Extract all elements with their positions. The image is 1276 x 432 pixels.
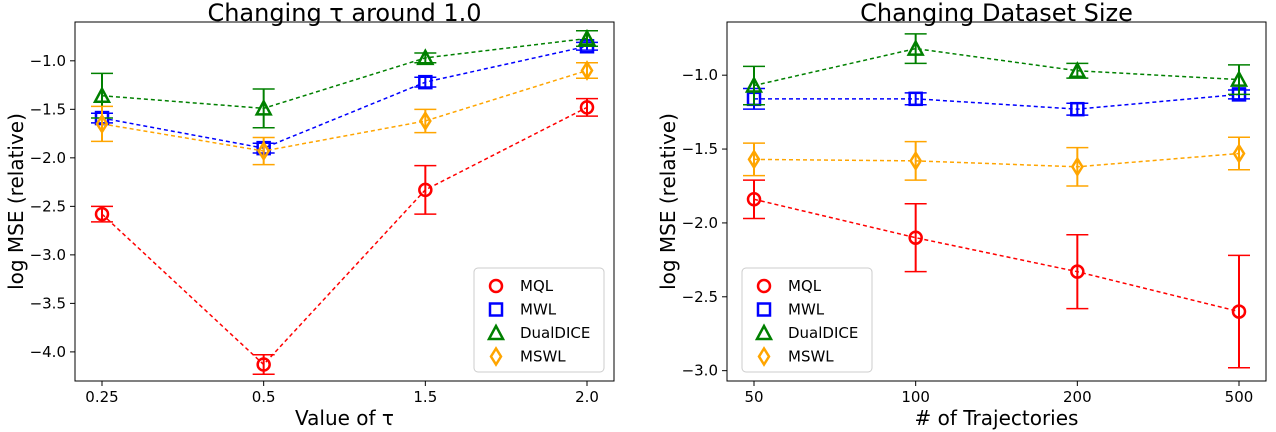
series-line — [753, 47, 1240, 87]
data-point — [1232, 143, 1246, 164]
legend-label: DualDICE — [788, 324, 858, 342]
y-tick-label: −2.5 — [682, 288, 718, 306]
x-axis-label: Value of τ — [295, 406, 394, 430]
series-dualdice — [743, 33, 1250, 106]
legend-marker — [754, 323, 774, 341]
y-tick-label: −3.0 — [682, 362, 718, 380]
data-point — [254, 98, 273, 116]
y-tick-label: −4.0 — [30, 343, 66, 361]
x-tick-label: 1.5 — [413, 388, 437, 406]
y-tick-label: −2.0 — [682, 214, 718, 232]
legend-marker — [489, 346, 503, 367]
legend-label: MQL — [788, 277, 822, 295]
right-chart-panel: Changing Dataset Size −1.0 −1.5 −2.0 −2.5 −3.… — [656, 0, 1267, 430]
data-point — [418, 182, 433, 198]
y-axis-label: log MSE (relative) — [656, 113, 680, 290]
series-line — [101, 37, 588, 110]
series-line — [754, 93, 1240, 110]
data-point — [577, 28, 597, 46]
data-point — [416, 48, 435, 66]
legend: MQL MWL DualDICE MSWL — [741, 267, 873, 373]
series-mql — [743, 179, 1250, 369]
data-point — [747, 149, 761, 170]
series-line — [753, 152, 1240, 168]
data-point — [95, 113, 109, 135]
series-line — [753, 198, 1240, 313]
x-axis-label: # of Trajectories — [915, 406, 1079, 430]
legend-marker — [757, 346, 771, 367]
data-point — [1070, 101, 1085, 117]
x-tick-label: 2.0 — [575, 388, 599, 406]
y-tick-label: −1.0 — [30, 52, 66, 70]
data-point — [94, 206, 110, 222]
legend-frame — [473, 267, 605, 373]
legend-marker — [756, 302, 772, 317]
data-point — [1070, 264, 1085, 279]
chart-title: Changing Dataset Size — [860, 0, 1133, 27]
plot-area — [726, 21, 1267, 382]
y-tick-label: −2.0 — [30, 149, 66, 167]
legend-marker — [488, 278, 504, 294]
data-point — [92, 86, 112, 103]
legend-label: DualDICE — [520, 324, 590, 342]
data-point — [1229, 69, 1249, 87]
series-mwl — [743, 87, 1250, 117]
data-point — [580, 60, 594, 81]
data-point — [908, 91, 923, 107]
plot-area — [74, 21, 615, 382]
y-tick-label: −2.5 — [30, 197, 66, 215]
legend-frame — [741, 267, 873, 373]
series-line — [101, 45, 588, 149]
legend-label: MWL — [520, 301, 557, 319]
series-line — [101, 106, 588, 366]
data-point — [1231, 304, 1247, 319]
data-point — [1068, 61, 1087, 79]
data-point — [746, 192, 762, 207]
y-axis-label: log MSE (relative) — [4, 113, 28, 290]
x-tick-label: 500 — [1225, 388, 1254, 406]
series-mswl — [91, 60, 598, 166]
series-mwl — [91, 39, 598, 156]
x-tick-label: 50 — [744, 388, 763, 406]
legend: MQL MWL DualDICE MSWL — [473, 267, 605, 373]
data-point — [908, 230, 923, 245]
series-line — [101, 69, 588, 152]
data-point — [909, 150, 923, 172]
data-point — [1070, 156, 1084, 178]
data-point — [418, 74, 433, 90]
y-tick-label: −1.5 — [682, 140, 718, 158]
series-mql — [91, 97, 598, 375]
data-point — [418, 110, 432, 132]
data-point — [256, 357, 271, 372]
legend-label: MQL — [520, 277, 554, 295]
data-point — [257, 140, 271, 162]
x-tick-label: 0.5 — [252, 388, 276, 406]
legend-label: MSWL — [520, 348, 566, 366]
series-dualdice — [91, 28, 598, 129]
y-tick-label: −3.0 — [30, 246, 66, 264]
data-point — [906, 38, 925, 56]
series-mswl — [743, 136, 1250, 187]
legend-label: MWL — [788, 301, 825, 319]
legend-marker — [756, 278, 772, 294]
y-tick-label: −1.0 — [682, 66, 718, 84]
y-tick-label: −3.5 — [30, 294, 66, 312]
x-tick-label: 100 — [901, 388, 930, 406]
chart-title: Changing τ around 1.0 — [207, 0, 481, 27]
legend-marker — [488, 302, 504, 317]
legend-label: MSWL — [788, 348, 834, 366]
legend-marker — [486, 323, 506, 341]
left-chart-panel: Changing τ around 1.0 −1.0 −1.5 −2.0 −2.5 −3.… — [4, 0, 615, 430]
x-tick-label: 200 — [1063, 388, 1092, 406]
y-tick-label: −1.5 — [30, 100, 66, 118]
data-point — [744, 75, 764, 93]
data-point — [579, 100, 595, 115]
x-tick-label: 0.25 — [85, 388, 118, 406]
